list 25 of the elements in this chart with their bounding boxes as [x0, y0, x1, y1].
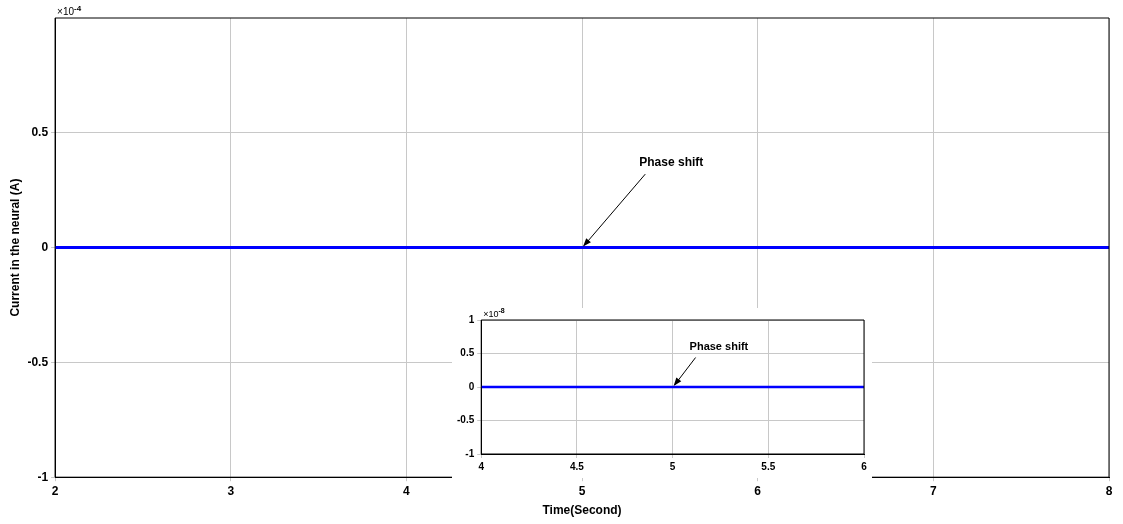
x-tick-label: 7 [930, 483, 937, 498]
y-tick-label: -1 [37, 469, 49, 484]
x-tick-label: 5 [669, 460, 676, 472]
x-tick-label: 4 [403, 483, 411, 498]
y-tick-label: 0.5 [31, 125, 49, 140]
annotation: Phase shift [689, 339, 749, 352]
x-tick-label: 5 [578, 483, 586, 498]
y-tick-label: 0 [468, 380, 475, 392]
y-tick-label: -0.5 [27, 354, 49, 369]
x-tick-label: 4 [478, 460, 485, 472]
y-tick-label: 0 [41, 239, 49, 254]
y-tick-label: 1 [468, 313, 475, 325]
x-tick-label: 5.5 [761, 460, 776, 472]
x-tick-label: 3 [227, 483, 235, 498]
x-tick-label: 2 [51, 483, 59, 498]
y-axis-title: Current in the neural (A) [7, 178, 22, 317]
x-tick-label: 4.5 [569, 460, 585, 472]
x-tick-label: 6 [754, 483, 762, 498]
annotation: Phase shift [639, 155, 704, 170]
y-tick-label: -1 [465, 447, 475, 459]
x-tick-label: 6 [861, 460, 868, 472]
y-tick-label: -0.5 [457, 414, 475, 426]
x-tick-label: 8 [1105, 483, 1113, 498]
y-tick-label: 0.5 [460, 347, 475, 359]
x-axis-title: Time(Second) [542, 503, 622, 518]
